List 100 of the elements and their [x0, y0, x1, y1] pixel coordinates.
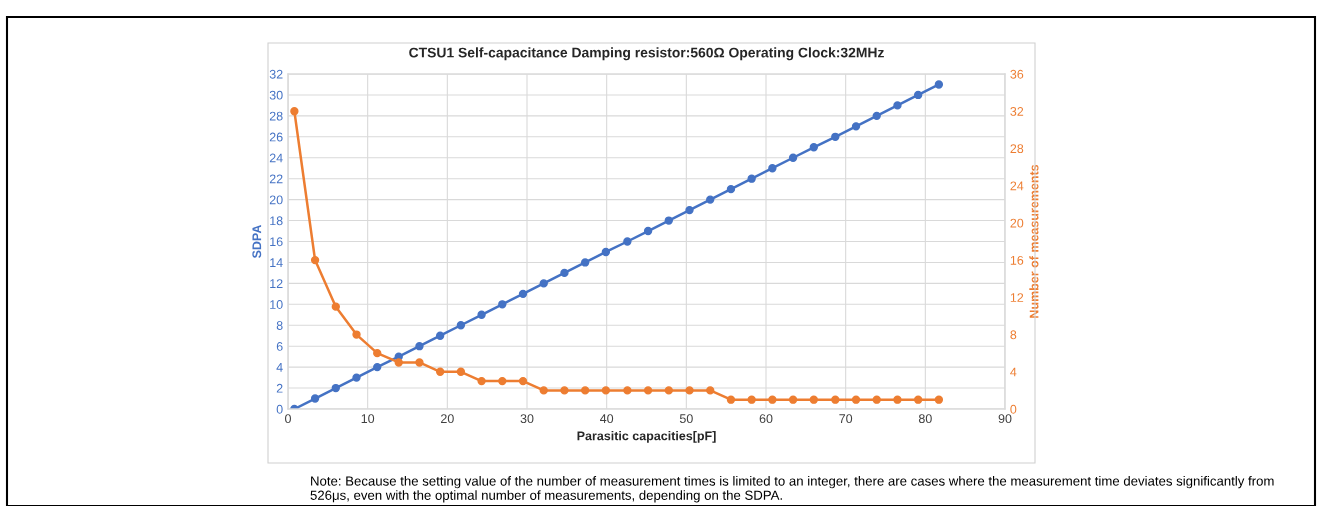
point	[685, 205, 694, 215]
point	[435, 367, 445, 376]
point	[851, 122, 861, 131]
point	[539, 279, 548, 288]
y-tick-label: 6	[276, 341, 283, 351]
y2-axis-title: Number of measurements	[1029, 164, 1039, 318]
point	[373, 362, 382, 372]
point	[809, 143, 818, 152]
x-tick-label: 90	[998, 414, 1012, 424]
point	[456, 367, 466, 376]
y-tick-label: 30	[269, 90, 283, 100]
y-tick-label: 18	[270, 216, 283, 226]
y-tick-label: 8	[276, 321, 283, 330]
y-tick-label: 0	[276, 404, 283, 414]
y-tick-label: 10	[270, 300, 283, 309]
y2-tick-label: 20	[1010, 218, 1024, 228]
y-tick-label: 28	[269, 111, 283, 121]
point	[913, 395, 923, 404]
point	[893, 101, 902, 110]
point	[872, 111, 881, 121]
y2-tick-label: 28	[1010, 144, 1024, 154]
point	[623, 386, 632, 395]
point	[831, 132, 840, 141]
y2-tick-label: 12	[1010, 293, 1024, 302]
point	[809, 395, 818, 404]
point	[331, 383, 340, 393]
point	[415, 358, 424, 367]
point	[934, 80, 944, 89]
x-tick-label: 10	[361, 414, 375, 424]
point	[415, 342, 424, 351]
x-axis-title: Parasitic capacities[pF]	[577, 431, 716, 443]
y-tick-label: 4	[276, 363, 283, 372]
point	[726, 395, 736, 404]
y-tick-label: 12	[270, 279, 283, 288]
point	[352, 330, 361, 339]
x-tick-label: 80	[918, 414, 932, 424]
point	[643, 386, 653, 395]
y-tick-label: 32	[269, 69, 283, 79]
y-tick-label: 22	[269, 174, 283, 184]
point	[290, 107, 299, 116]
y-axis-title: SDPA	[252, 224, 262, 259]
point	[580, 386, 590, 395]
point	[768, 395, 777, 404]
point	[851, 395, 861, 404]
x-tick-label: 70	[839, 414, 853, 424]
point	[706, 195, 715, 204]
point	[747, 395, 756, 404]
y2-tick-label: 8	[1010, 330, 1017, 340]
point	[331, 302, 340, 311]
point	[768, 164, 777, 173]
y2-tick-label: 32	[1010, 107, 1024, 116]
point	[872, 395, 881, 404]
point	[477, 310, 486, 319]
point	[435, 331, 445, 340]
point	[664, 386, 673, 395]
y-tick-label: 20	[269, 195, 283, 205]
point	[352, 373, 361, 382]
point	[310, 255, 320, 265]
y2-tick-label: 36	[1010, 69, 1024, 79]
y-tick-label: 24	[269, 153, 283, 163]
point	[893, 395, 902, 404]
x-tick-label: 60	[759, 414, 773, 424]
y-tick-label: 14	[270, 258, 283, 267]
point	[456, 321, 466, 330]
point	[934, 395, 944, 404]
x-tick-label: 30	[520, 414, 534, 424]
point	[498, 300, 507, 309]
x-tick-label: 0	[285, 414, 291, 424]
x-tick-label: 50	[679, 414, 693, 424]
point	[623, 237, 632, 246]
y2-tick-label: 24	[1010, 181, 1024, 191]
point	[498, 376, 507, 386]
y-tick-label: 26	[269, 132, 283, 142]
point	[518, 376, 528, 386]
point	[747, 174, 756, 183]
point	[477, 376, 486, 386]
point	[580, 258, 590, 267]
point	[518, 289, 528, 299]
point	[560, 268, 569, 278]
y2-tick-label: 16	[1010, 255, 1024, 265]
point	[601, 386, 611, 395]
text: Note: Because the setting value of the number of measurement times is limited to an integer, there are cases where the measurement time deviates significantly from 526μs, even with the optimal number of measurements, depending on the SDPA.	[310, 476, 1274, 503]
point	[643, 226, 653, 236]
point	[539, 386, 548, 395]
point	[831, 395, 840, 404]
point	[601, 247, 611, 257]
point	[373, 348, 382, 358]
point	[788, 153, 798, 162]
point	[685, 386, 694, 395]
y2-tick-label: 4	[1010, 367, 1017, 377]
x-tick-label: 20	[441, 414, 454, 424]
chart-title: CTSU1 Self-capacitance Damping resistor:560Ω Operating Clock:32MHz	[409, 47, 884, 61]
y-tick-label: 2	[276, 383, 283, 393]
point	[664, 216, 673, 225]
y-tick-label: 16	[270, 237, 283, 247]
y2-tick-label: 0	[1010, 404, 1017, 414]
point	[726, 184, 736, 194]
point	[706, 386, 715, 395]
point	[913, 90, 923, 100]
point	[310, 394, 320, 403]
